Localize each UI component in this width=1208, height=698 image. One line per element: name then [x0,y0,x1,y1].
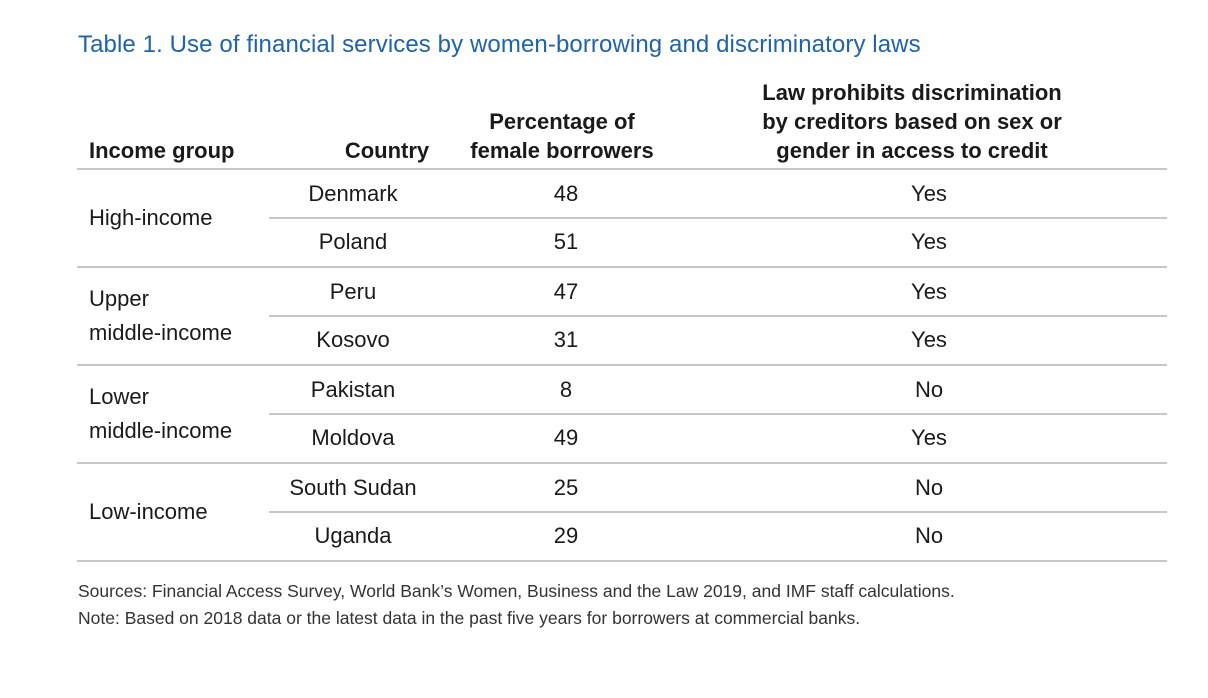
law-cell: Yes [911,327,947,352]
law-cell: No [914,523,944,548]
law-cell: Yes [911,181,947,206]
income-group-high: High-income Denmark 48 Yes Poland 51 Yes [77,170,1167,268]
country-cell: Pakistan [310,377,396,402]
income-group-label: High-income [89,205,213,230]
percentage-cell: 25 [553,475,579,500]
table-row: Poland 51 Yes [269,218,1167,266]
country-cell: Uganda [314,523,392,548]
income-group-label: Low-income [89,499,208,524]
income-group-low: Low-income South Sudan 25 No Uganda 29 N… [77,464,1167,562]
income-group-upper-middle: Upper middle-income Peru 47 Yes Kosovo 3… [77,268,1167,366]
percentage-cell: 49 [553,425,579,450]
data-note: Note: Based on 2018 data or the latest d… [78,608,861,628]
law-cell: Yes [911,425,947,450]
header-country: Country [344,138,430,163]
percentage-cell: 8 [559,377,573,402]
country-cell: South Sudan [289,475,417,500]
data-table: Income group Country Percentage of femal… [77,78,1167,562]
header-income-group: Income group [89,138,235,163]
country-cell: Moldova [311,425,395,450]
law-cell: Yes [911,229,947,254]
table-row: Peru 47 Yes [269,268,1167,316]
country-cell: Peru [329,279,377,304]
table-row: South Sudan 25 No [269,464,1167,512]
percentage-cell: 51 [553,229,579,254]
table-notes: Sources: Financial Access Survey, World … [78,578,955,632]
header-percentage: Percentage of female borrowers [470,109,654,163]
sources-note: Sources: Financial Access Survey, World … [78,581,955,601]
table-title: Table 1. Use of financial services by wo… [78,31,921,58]
row-divider [269,413,1167,415]
row-divider [269,217,1167,219]
header-law: Law prohibits discrimination by creditor… [762,80,1062,163]
row-divider [269,315,1167,317]
table-row: Denmark 48 Yes [269,170,1167,218]
income-group-label: Lower middle-income [89,384,233,443]
percentage-cell: 29 [553,523,579,548]
law-cell: Yes [911,279,947,304]
income-group-label: Upper middle-income [89,286,233,345]
law-cell: No [914,475,944,500]
percentage-cell: 31 [553,327,579,352]
table-row: Uganda 29 No [269,512,1167,560]
row-divider [269,511,1167,513]
country-cell: Denmark [308,181,398,206]
table-row: Kosovo 31 Yes [269,316,1167,364]
country-cell: Kosovo [316,327,390,352]
percentage-cell: 47 [553,279,579,304]
header-divider [77,168,1167,170]
table-header: Income group Country Percentage of femal… [77,78,1167,168]
table-row: Moldova 49 Yes [269,414,1167,462]
country-cell: Poland [318,229,388,254]
table-row: Pakistan 8 No [269,366,1167,414]
law-cell: No [914,377,944,402]
percentage-cell: 48 [553,181,579,206]
income-group-lower-middle: Lower middle-income Pakistan 8 No Moldov… [77,366,1167,464]
